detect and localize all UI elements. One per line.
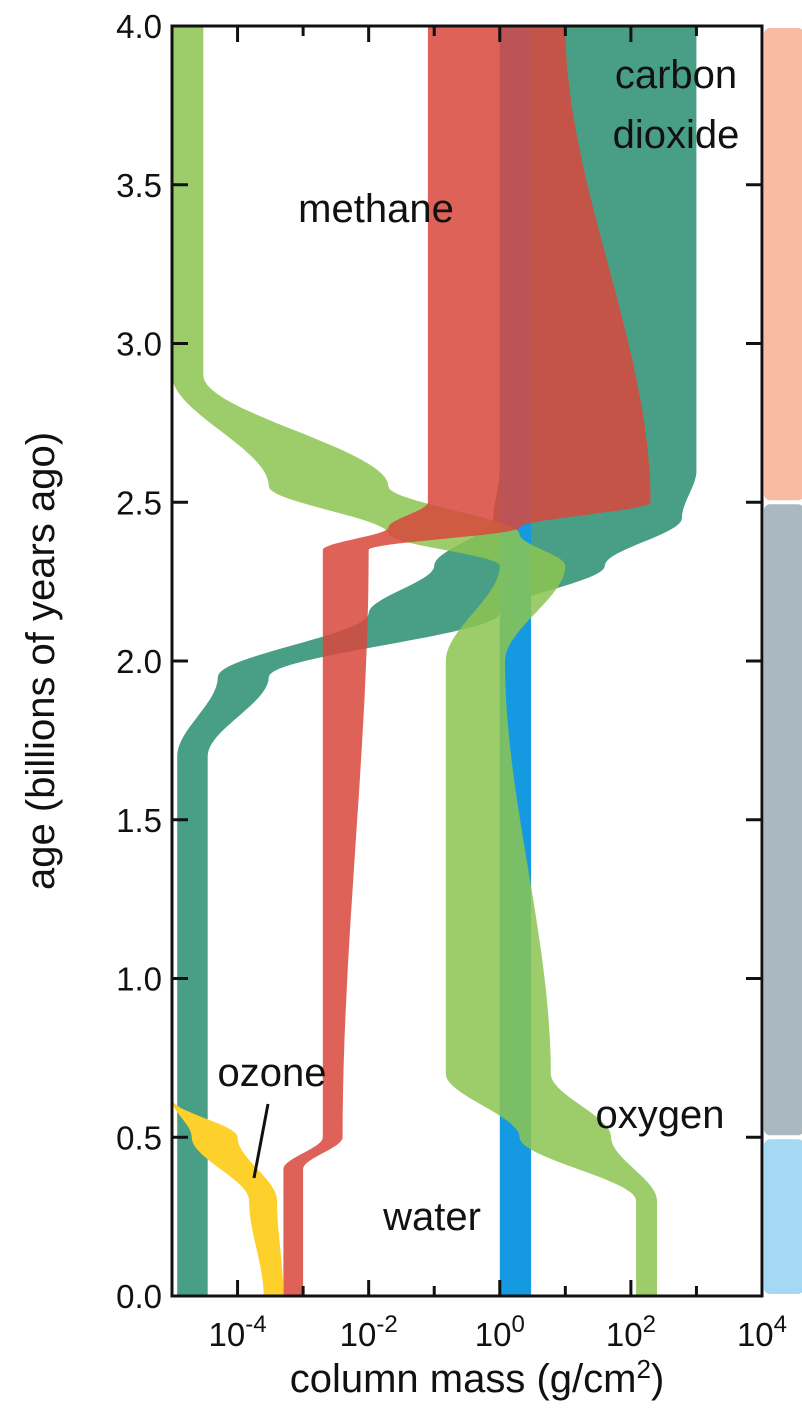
series-labels: carbon dioxide methane oxygen water ozone	[218, 53, 740, 1239]
y-tick-label-8: 4.0	[116, 8, 162, 45]
x-tick-label-4: 104	[737, 1311, 787, 1353]
x-axis-title-sup: 2	[636, 1354, 650, 1384]
y-tick-labels: 0.0 0.5 1.0 1.5 2.0 2.5 3.0 3.5 4.0	[116, 8, 162, 1315]
x-tick-exp: 2	[643, 1311, 656, 1338]
y-tick-label-4: 2.0	[116, 643, 162, 680]
x-axis-title-main: column mass (g/cm	[290, 1357, 637, 1401]
x-tick-label-1: 10-2	[340, 1311, 398, 1353]
band-methane	[283, 26, 651, 1296]
x-tick-exp: -4	[245, 1311, 266, 1338]
x-tick-base: 10	[606, 1316, 643, 1353]
x-tick-exp: 4	[774, 1311, 787, 1338]
eon-band-0	[764, 28, 802, 501]
x-tick-label-2: 100	[475, 1311, 525, 1353]
eon-band-1	[764, 504, 802, 1136]
tick-marks	[170, 24, 764, 1298]
eon-band-2	[764, 1139, 802, 1294]
y-tick-label-5: 2.5	[116, 484, 162, 521]
x-axis-title-tail: )	[651, 1357, 664, 1401]
x-tick-base: 10	[737, 1316, 774, 1353]
x-axis-title: column mass (g/cm2)	[290, 1354, 665, 1401]
label-water: water	[382, 1195, 481, 1239]
x-tick-label-0: 10-4	[209, 1311, 267, 1353]
label-carbon-dioxide-0: carbon	[615, 53, 737, 97]
band-oxygen	[172, 26, 657, 1296]
y-tick-label-3: 1.5	[116, 802, 162, 839]
label-ozone: ozone	[218, 1051, 327, 1095]
y-tick-label-2: 1.0	[116, 961, 162, 998]
x-tick-base: 10	[340, 1316, 377, 1353]
y-tick-label-1: 0.5	[116, 1119, 162, 1156]
label-methane: methane	[298, 187, 454, 231]
y-tick-label-6: 3.0	[116, 326, 162, 363]
x-tick-label-3: 102	[606, 1311, 656, 1353]
ozone-pointer-line	[252, 1103, 270, 1179]
y-tick-label-0: 0.0	[116, 1278, 162, 1315]
x-tick-base: 10	[209, 1316, 246, 1353]
y-axis-title: age (billions of years ago)	[19, 432, 63, 890]
label-carbon-dioxide-1: dioxide	[613, 113, 740, 157]
y-tick-label-7: 3.5	[116, 167, 162, 204]
x-tick-exp: 0	[511, 1311, 524, 1338]
eon-color-bands	[764, 28, 802, 1294]
x-tick-base: 10	[475, 1316, 512, 1353]
x-tick-exp: -2	[376, 1311, 397, 1338]
x-tick-labels: 10-4 10-2 100 102 104	[209, 1311, 788, 1353]
label-oxygen: oxygen	[596, 1093, 725, 1137]
gas-band-layer	[172, 26, 697, 1296]
band-ozone	[172, 1099, 284, 1296]
